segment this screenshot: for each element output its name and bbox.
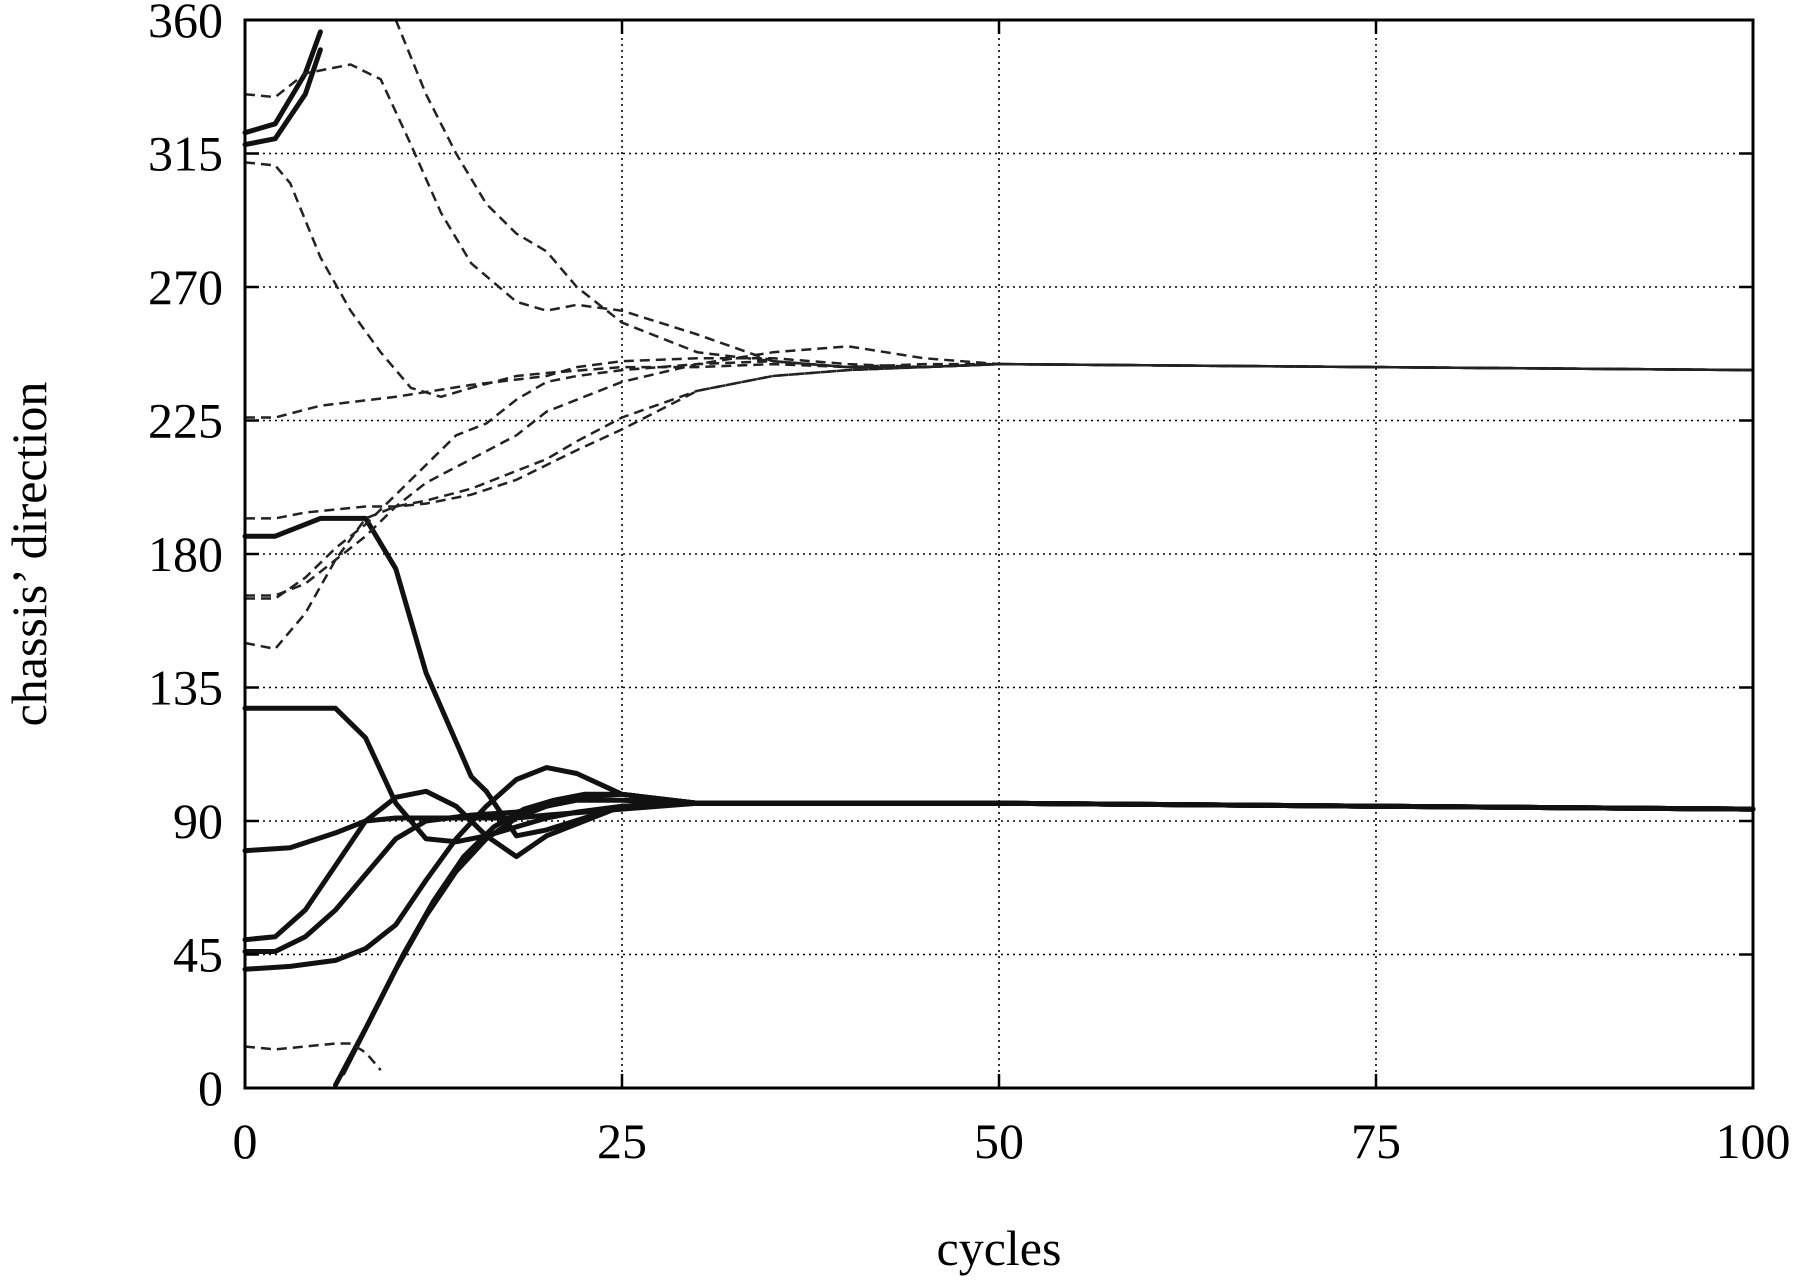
solid-series-line-9: [333, 791, 1756, 1088]
y-tick-label: 0: [198, 1060, 223, 1116]
y-tick-label: 315: [148, 126, 223, 182]
dashed-series-line-17: [245, 359, 1754, 600]
dashed-series-line-12: [394, 19, 1754, 372]
dashed-series-line-18: [244, 362, 1754, 651]
x-tick-label: 50: [974, 1113, 1024, 1169]
y-tick-label: 180: [148, 526, 223, 582]
y-tick-label: 270: [148, 259, 223, 315]
x-tick-labels: 0 25 50 75 100: [233, 1113, 1791, 1169]
x-tick-label: 100: [1716, 1113, 1791, 1169]
y-tick-label: 135: [148, 660, 223, 716]
y-tick-label: 90: [173, 793, 223, 849]
y-tick-label: 45: [173, 927, 223, 983]
y-tick-label: 360: [148, 0, 223, 48]
axis-ticks: [243, 18, 1755, 1090]
x-axis-label: cycles: [937, 1220, 1062, 1276]
x-tick-label: 75: [1351, 1113, 1401, 1169]
solid-series-line-2: [242, 29, 323, 136]
series-lines: [242, 19, 1756, 1088]
dashed-series-line-13: [244, 161, 1754, 399]
y-tick-label: 225: [148, 393, 223, 449]
x-tick-label: 25: [597, 1113, 647, 1169]
solid-series-line-1: [242, 47, 323, 148]
y-axis-label: chassis’ direction: [1, 382, 57, 727]
x-tick-label: 0: [233, 1113, 258, 1169]
y-tick-labels: 0 45 90 135 180 225 270 315 360: [148, 0, 223, 1116]
dashed-series-line-19: [244, 1042, 382, 1072]
dashed-series-line-16: [245, 345, 1754, 597]
solid-series-line-10: [340, 791, 1756, 1076]
grid-lines: [245, 20, 1753, 1088]
dashed-series-line-11: [244, 63, 1754, 372]
dashed-series-line-14: [245, 356, 1754, 419]
